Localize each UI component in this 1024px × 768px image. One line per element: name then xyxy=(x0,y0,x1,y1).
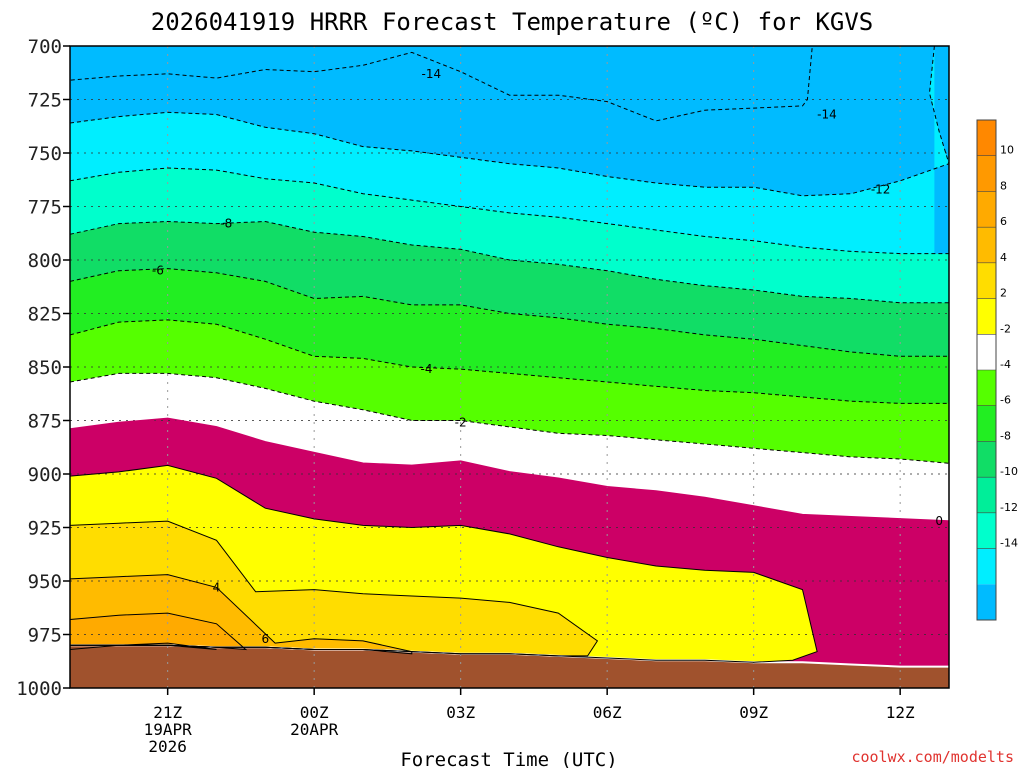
contour-labels: -14 -14 -12 -8 -6 -4 -2 0 4 6 xyxy=(152,67,943,646)
colorbar-bin-13 xyxy=(977,584,996,620)
colorbar-bin-10 xyxy=(977,477,996,513)
colorbar-label--4: -4 xyxy=(1000,358,1011,371)
contour-label-1: -14 xyxy=(817,107,837,121)
colorbar-bin-8 xyxy=(977,405,996,442)
x-tick-label-24-1: 20APR xyxy=(290,720,339,739)
contour-line--8 xyxy=(70,220,949,304)
y-tick-label-1000: 1000 xyxy=(16,678,62,700)
colorbar-label--10: -10 xyxy=(1000,465,1018,478)
colorbar-bin-1 xyxy=(977,155,996,192)
contour-line-0 xyxy=(70,417,949,522)
y-tick-label-825: 825 xyxy=(28,304,62,326)
x-tick-label-21-1: 19APR xyxy=(144,720,193,739)
y-tick-label-875: 875 xyxy=(28,411,62,433)
colorbar-bin-3 xyxy=(977,227,996,263)
x-tick-label-36-0: 12Z xyxy=(886,703,915,722)
y-tick-label-850: 850 xyxy=(28,357,62,379)
colorbar-bin-7 xyxy=(977,370,996,406)
colorbar-bin-4 xyxy=(977,262,996,299)
contour-line--12 xyxy=(70,46,949,197)
x-tick-label-24-0: 00Z xyxy=(300,703,329,722)
colorbar-label-4: 4 xyxy=(1000,251,1007,264)
colorbar-bin-6 xyxy=(977,334,996,370)
colorbar-bin-9 xyxy=(977,441,996,478)
contour-label-6: -2 xyxy=(455,416,467,430)
y-tick-label-975: 975 xyxy=(28,625,62,647)
colorbar-bin-2 xyxy=(977,191,996,228)
contour-label-9: 6 xyxy=(262,632,270,646)
contour-line--6 xyxy=(70,268,949,357)
colorbar-bin-0 xyxy=(977,120,996,156)
colorbar-label-2: 2 xyxy=(1000,287,1007,300)
temperature-fill-bands xyxy=(70,46,949,688)
ground-fill xyxy=(70,645,949,688)
contour-label-2: -12 xyxy=(871,182,891,196)
x-tick-label-21-2: 2026 xyxy=(148,737,187,756)
colorbar-label--8: -8 xyxy=(1000,429,1011,442)
contour-lines xyxy=(70,46,949,663)
y-tick-label-950: 950 xyxy=(28,571,62,593)
chart-title: 2026041919 HRRR Forecast Temperature (ºC… xyxy=(151,8,873,36)
contour-label-5: -4 xyxy=(420,362,432,376)
colorbar-bin-12 xyxy=(977,548,996,585)
grid-lines xyxy=(70,46,949,688)
colorbar-label--6: -6 xyxy=(1000,394,1011,407)
contour-line--4 xyxy=(70,319,949,404)
colorbar-label-8: 8 xyxy=(1000,179,1007,192)
colorbar-legend: 10 8 6 4 2 -2 -4 -6 -8 -10 -12 -14 xyxy=(976,119,1018,621)
x-tick-label-33-0: 09Z xyxy=(739,703,768,722)
x-tick-label-30-0: 06Z xyxy=(593,703,622,722)
colorbar-bin-11 xyxy=(977,512,996,549)
colorbar-label--14: -14 xyxy=(1000,537,1018,550)
credit-text: coolwx.com/modelts xyxy=(851,748,1014,766)
y-axis: 700 725 750 775 800 825 850 875 900 925 950 975 1000 xyxy=(16,36,70,700)
contour-line--10 xyxy=(70,167,949,255)
x-tick-label-27-0: 03Z xyxy=(446,703,475,722)
plot-frame xyxy=(69,45,950,689)
x-tick-label-21-0: 21Z xyxy=(153,703,182,722)
y-tick-label-800: 800 xyxy=(28,250,62,272)
band-fill-level-8 xyxy=(70,613,246,650)
x-axis-label: Forecast Time (UTC) xyxy=(400,749,617,768)
y-tick-label-900: 900 xyxy=(28,464,62,486)
colorbar-bin-5 xyxy=(977,298,996,335)
colorbar-label--12: -12 xyxy=(1000,501,1018,514)
contour-label-7: 0 xyxy=(935,514,943,528)
contour-label-3: -8 xyxy=(220,217,232,231)
contour-label-8: 4 xyxy=(213,580,221,594)
colorbar-label-10: 10 xyxy=(1000,144,1014,157)
y-tick-label-700: 700 xyxy=(28,36,62,58)
y-tick-label-925: 925 xyxy=(28,518,62,540)
contour-line--2 xyxy=(70,372,949,464)
contour-label-0: -14 xyxy=(422,67,442,81)
y-tick-label-750: 750 xyxy=(28,143,62,165)
y-tick-label-725: 725 xyxy=(28,90,62,112)
contour-line-10 xyxy=(70,642,217,650)
contour-label-4: -6 xyxy=(152,264,164,278)
colorbar-label-6: 6 xyxy=(1000,215,1007,228)
colorbar-label--2: -2 xyxy=(1000,322,1011,335)
y-tick-label-775: 775 xyxy=(28,197,62,219)
contour-line--14 xyxy=(70,46,813,122)
